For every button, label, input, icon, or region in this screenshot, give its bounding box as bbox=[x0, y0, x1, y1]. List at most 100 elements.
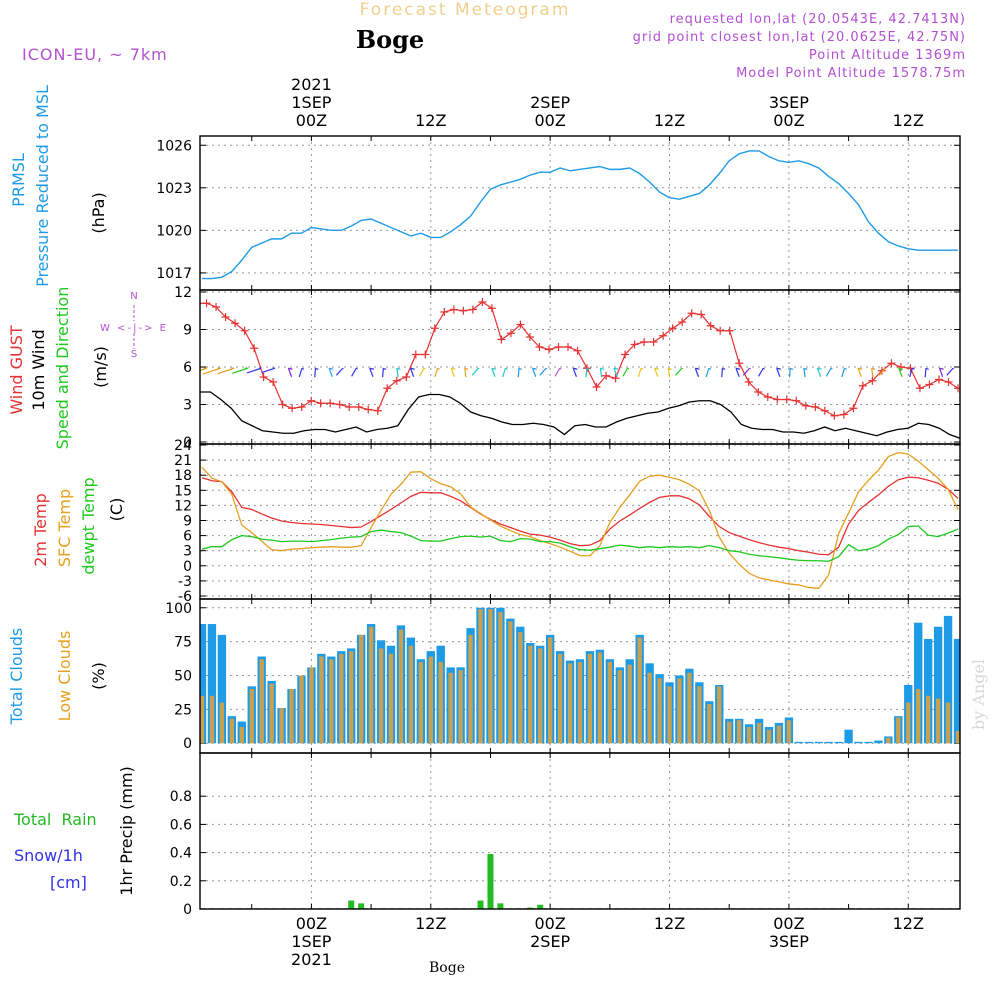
gust-marker bbox=[849, 404, 858, 413]
y-tick-label: 75 bbox=[174, 635, 192, 651]
bottom-time-label: 3SEP bbox=[769, 932, 809, 951]
y-tick-label: 0.4 bbox=[170, 846, 192, 862]
gust-marker bbox=[716, 326, 725, 335]
y-tick-label: 9 bbox=[183, 514, 192, 530]
rain-label: Total Rain bbox=[13, 810, 97, 829]
wind-direction-arrow bbox=[667, 368, 671, 378]
wind-direction-arrowhead bbox=[315, 367, 319, 370]
low-cloud-bar bbox=[906, 702, 911, 744]
total-cloud-bar bbox=[834, 741, 843, 744]
top-time-label: 12Z bbox=[415, 111, 446, 130]
gust-marker bbox=[678, 318, 687, 326]
low-cloud-bar bbox=[557, 653, 563, 744]
bottom-time-label: 2SEP bbox=[530, 932, 570, 951]
panel-frame bbox=[199, 752, 961, 910]
bottom-time-label: 12Z bbox=[415, 914, 446, 933]
wind-direction-arrow bbox=[287, 368, 293, 377]
wind-direction-label: Speed and Direction bbox=[53, 287, 72, 450]
watermark: by Angel bbox=[969, 659, 988, 730]
low-cloud-bar bbox=[647, 672, 652, 744]
y-tick-label: 21 bbox=[174, 453, 192, 469]
gust-marker bbox=[240, 326, 249, 335]
low-cloud-bar bbox=[209, 695, 215, 744]
panel-data bbox=[201, 451, 959, 590]
y-tick-label: -6 bbox=[178, 589, 192, 605]
low-cloud-bar bbox=[428, 656, 433, 744]
wind-direction-arrow bbox=[705, 368, 710, 378]
y-tick-label: 0.8 bbox=[170, 789, 192, 805]
wind-direction-arrow bbox=[924, 368, 927, 378]
gust-marker bbox=[811, 403, 820, 411]
panel-data bbox=[200, 298, 960, 439]
gust-marker bbox=[659, 331, 668, 340]
gust-marker bbox=[326, 399, 335, 408]
gust-marker bbox=[487, 304, 496, 313]
top-time-label: 1SEP bbox=[291, 93, 331, 112]
gust-marker bbox=[697, 310, 706, 319]
gust-marker bbox=[345, 403, 354, 411]
wind-direction-arrow bbox=[314, 368, 317, 378]
panel-pressure: 1017 1020 1023 1026 (hPa) bbox=[89, 135, 961, 291]
wind-direction-arrow bbox=[471, 367, 479, 376]
y-tick-label: 100 bbox=[165, 601, 192, 617]
low-cloud-bar bbox=[677, 678, 682, 744]
low-cloud-bar bbox=[955, 731, 960, 744]
wind-direction-arrow bbox=[202, 367, 221, 375]
wind-direction-arrow bbox=[871, 368, 874, 378]
y-tick-label: 3 bbox=[183, 398, 192, 414]
model-altitude: Model Point Altitude 1578.75m bbox=[736, 66, 966, 81]
total-cloud-bar bbox=[844, 729, 853, 744]
total-cloud-bar bbox=[914, 622, 923, 744]
panel-precipitation: 0 0.2 0.4 0.6 0.8 1hr Precip (mm) bbox=[117, 752, 961, 918]
low-cloud-bar bbox=[368, 626, 374, 744]
gust-marker bbox=[649, 338, 658, 346]
wind-direction-arrow bbox=[450, 368, 455, 377]
wind-direction-arrow bbox=[721, 368, 724, 378]
low-cloud-bar bbox=[319, 656, 324, 744]
wind-direction-arrowhead bbox=[667, 367, 672, 370]
low-cloud-bar bbox=[717, 686, 722, 744]
top-time-label: 00Z bbox=[534, 111, 565, 130]
top-time-label: 12Z bbox=[893, 111, 924, 130]
wind-direction-arrow bbox=[599, 368, 603, 378]
gust-marker bbox=[763, 393, 772, 401]
compass-s: S bbox=[131, 349, 137, 360]
wind-direction-arrow bbox=[758, 367, 764, 377]
wind-direction-arrowhead bbox=[355, 367, 358, 370]
low-cloud-bar bbox=[488, 609, 493, 744]
total-cloud-bar bbox=[207, 624, 217, 744]
gust-marker bbox=[621, 350, 630, 359]
low-cloud-bar bbox=[538, 648, 543, 744]
wind-direction-arrow bbox=[246, 367, 262, 374]
gust-marker bbox=[544, 345, 553, 354]
gust-marker bbox=[754, 388, 763, 396]
gust-marker bbox=[554, 343, 563, 351]
rain-bar bbox=[527, 907, 534, 909]
gust-marker bbox=[954, 384, 960, 393]
y-tick-label: 6 bbox=[183, 529, 192, 545]
wind-direction-arrowhead bbox=[708, 367, 712, 370]
y-axis-label: (%) bbox=[89, 662, 108, 690]
y-tick-label: 0.2 bbox=[170, 874, 192, 890]
low-cloud-bar bbox=[707, 703, 712, 744]
wind-direction-arrow bbox=[654, 368, 659, 377]
wind-direction-arrow bbox=[816, 368, 822, 377]
y-tick-label: 1023 bbox=[156, 181, 192, 197]
wind-direction-arrow bbox=[825, 367, 832, 377]
y-tick-label: 15 bbox=[174, 483, 192, 499]
wind-direction-arrow bbox=[396, 368, 399, 378]
gust-marker bbox=[792, 396, 801, 405]
low-cloud-bar bbox=[219, 702, 225, 744]
snow-unit-label: [cm] bbox=[50, 873, 87, 892]
top-time-label: 00Z bbox=[773, 111, 804, 130]
y-axis-label: 1hr Precip (mm) bbox=[117, 766, 136, 896]
bottom-time-label: 12Z bbox=[893, 914, 924, 933]
low-cloud-bar bbox=[528, 645, 533, 744]
gust-marker bbox=[877, 366, 886, 375]
wind-direction-arrowhead bbox=[817, 367, 822, 370]
top-title: Forecast Meteogram bbox=[360, 0, 571, 20]
gust-marker bbox=[830, 411, 839, 420]
pressure-line bbox=[201, 150, 959, 280]
panel-clouds: 0 25 50 75 100 (%) bbox=[89, 598, 961, 754]
